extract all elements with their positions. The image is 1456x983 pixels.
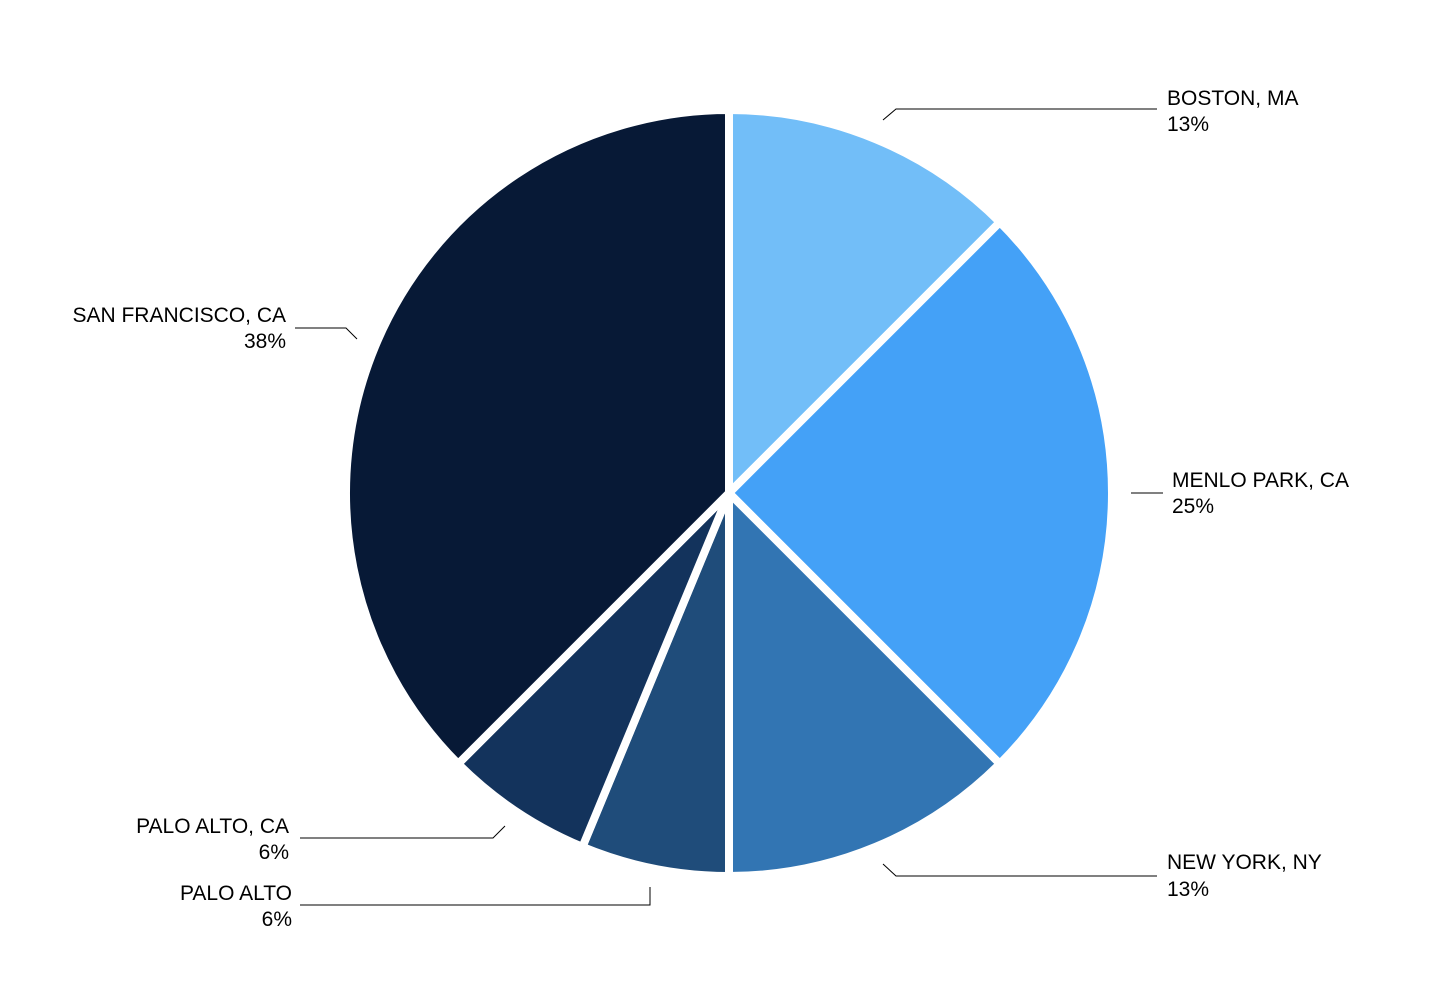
pie-slice-san-francisco-ca <box>342 105 733 770</box>
slice-value-new-york: 13% <box>1167 878 1209 901</box>
pie-slice-palo-alto-ca <box>452 490 733 853</box>
label-new-york: NEW YORK, NY 13% <box>1167 851 1322 901</box>
slice-value-palo-alto: 6% <box>262 908 292 931</box>
pie-slice-new-york-ny <box>725 483 1006 881</box>
label-palo-alto-ca: PALO ALTO, CA 6% <box>136 815 289 864</box>
leader-lines <box>295 108 1163 906</box>
slice-label-palo-alto-ca: PALO ALTO, CA <box>136 815 289 838</box>
leader-boston <box>882 108 1157 121</box>
label-menlo-park: MENLO PARK, CA 25% <box>1172 469 1349 518</box>
leader-new-york <box>882 863 1157 877</box>
pie-slice-menlo-park-ca <box>723 216 1116 770</box>
slice-label-new-york: NEW YORK, NY <box>1167 851 1322 874</box>
slice-value-boston: 13% <box>1167 113 1209 136</box>
slice-value-san-francisco: 38% <box>244 330 286 353</box>
slice-value-menlo-park: 25% <box>1172 495 1214 518</box>
label-san-francisco: SAN FRANCISCO, CA 38% <box>72 304 286 353</box>
slice-value-palo-alto-ca: 6% <box>259 841 289 864</box>
slice-label-boston: BOSTON, MA <box>1167 87 1298 110</box>
pie-slice-boston-ma <box>725 105 1006 503</box>
label-boston: BOSTON, MA 13% <box>1167 87 1298 136</box>
pie-slices <box>342 105 1116 881</box>
slice-label-menlo-park: MENLO PARK, CA <box>1172 469 1349 492</box>
label-palo-alto: PALO ALTO 6% <box>180 882 292 931</box>
slice-label-san-francisco: SAN FRANCISCO, CA <box>72 304 286 327</box>
leader-palo-alto-ca <box>300 825 506 839</box>
slice-label-palo-alto: PALO ALTO <box>180 882 292 905</box>
leader-palo-alto <box>300 887 651 906</box>
leader-san-francisco <box>295 327 358 340</box>
